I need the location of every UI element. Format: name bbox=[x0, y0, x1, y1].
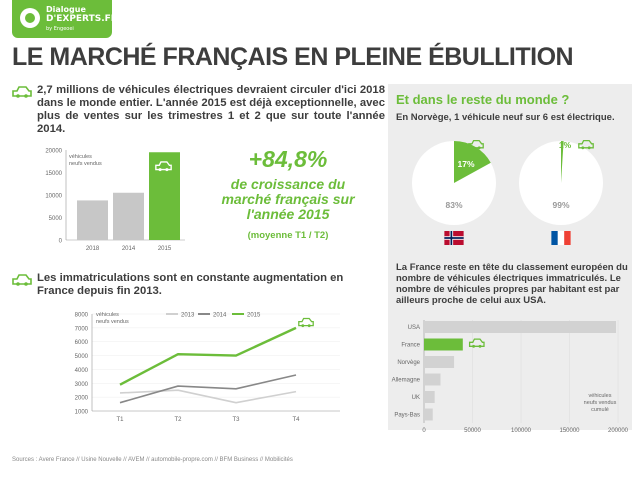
norway-pie-slice-ev bbox=[454, 141, 491, 183]
car-plug-icon bbox=[468, 338, 485, 348]
growth-text: de croissance du marché français sur l'a… bbox=[221, 176, 355, 222]
car-plug-icon bbox=[12, 274, 32, 286]
logo-mark-icon bbox=[20, 8, 40, 28]
legend-label-2013: 2013 bbox=[181, 313, 195, 319]
hbar-category-label: UK bbox=[412, 395, 420, 401]
car-plug-icon bbox=[12, 86, 32, 98]
france-pie-label-rest: 99% bbox=[552, 200, 569, 210]
car-wheel bbox=[471, 146, 475, 150]
hbar-category-label: Allemagne bbox=[392, 378, 421, 384]
sources-footer: Sources : Avere France // Usine Nouvelle… bbox=[12, 457, 293, 463]
bar-chart-y-tick: 20000 bbox=[45, 149, 62, 155]
line-chart-y-tick: 7000 bbox=[75, 326, 89, 332]
intro-text: 2,7 millions de véhicules électriques de… bbox=[37, 84, 385, 135]
bar-chart-y-tick: 15000 bbox=[45, 171, 62, 177]
line-chart-y-tick: 5000 bbox=[75, 354, 89, 360]
car-wheel bbox=[587, 146, 591, 150]
car-wheel bbox=[307, 324, 311, 328]
bar-chart-y-label-line2: neufs vendus bbox=[69, 161, 102, 167]
line-chart-y-tick: 2000 bbox=[75, 396, 89, 402]
bar-chart-y-tick: 0 bbox=[59, 239, 63, 245]
car-wheel bbox=[478, 344, 482, 348]
line-chart-y-tick: 3000 bbox=[75, 382, 89, 388]
norway-flag-icon bbox=[444, 231, 464, 245]
hbar-category-label: USA bbox=[408, 325, 420, 331]
panel-subtitle: En Norvège, 1 véhicule neuf sur 6 est él… bbox=[396, 112, 615, 123]
bar-chart-x-tick: 2015 bbox=[158, 246, 172, 252]
legend-label-2014: 2014 bbox=[213, 313, 227, 319]
line-chart-y-label-line1: véhicules bbox=[96, 312, 119, 318]
hbar-x-tick: 50000 bbox=[464, 428, 481, 434]
car-wheel bbox=[158, 168, 162, 172]
norway-pie-label-ev: 17% bbox=[457, 159, 474, 169]
bar-car-icon-group bbox=[155, 161, 172, 172]
hbar-France bbox=[424, 338, 463, 351]
hbar-label-line3: cumulé bbox=[591, 407, 609, 413]
car-plug-icon bbox=[468, 139, 484, 150]
car-plug-icon bbox=[578, 139, 594, 150]
growth-percent: +84,8% bbox=[248, 146, 328, 172]
line-chart-y-tick: 4000 bbox=[75, 368, 89, 374]
hbar-x-tick: 150000 bbox=[559, 428, 580, 434]
bar-chart-y-label-line1: véhicules bbox=[69, 154, 92, 160]
bar-chart-x-tick: 2018 bbox=[86, 246, 100, 252]
car-wheel bbox=[477, 146, 481, 150]
norway-pie-label-rest: 83% bbox=[445, 200, 462, 210]
logo: Dialogue D'EXPERTS.FR by Engeoei bbox=[12, 0, 118, 38]
bar-2018 bbox=[77, 200, 108, 240]
logo-line3: by Engeoei bbox=[46, 26, 74, 32]
line-chart-x-tick: T2 bbox=[174, 417, 182, 423]
france-pie-slice-ev bbox=[561, 141, 564, 183]
hbar-category-label: Norvège bbox=[397, 360, 420, 366]
panel-title: Et dans le reste du monde ? bbox=[396, 92, 570, 107]
line-chart-x-tick: T3 bbox=[232, 417, 240, 423]
logo-line2: D'EXPERTS.FR bbox=[46, 14, 118, 24]
growth-subtext: (moyenne T1 / T2) bbox=[247, 230, 329, 241]
line-chart-y-label-line2: neufs vendus bbox=[96, 319, 129, 325]
world-panel: Et dans le reste du monde ? En Norvège, … bbox=[388, 84, 632, 430]
car-body bbox=[468, 338, 485, 347]
line-chart-y-tick: 6000 bbox=[75, 340, 89, 346]
line-series-2015 bbox=[119, 326, 297, 386]
bar-chart-y-tick: 10000 bbox=[45, 194, 62, 200]
hbar-Norvège bbox=[424, 356, 455, 368]
line-chart-x-tick: T1 bbox=[116, 417, 124, 423]
france-pie-label-ev: 1% bbox=[559, 140, 572, 150]
panel-text: La France reste en tête du classement eu… bbox=[396, 262, 628, 306]
hbar-x-tick: 0 bbox=[422, 428, 426, 434]
hbar-label-line1: véhicules bbox=[589, 393, 612, 399]
bar-chart-y-tick: 5000 bbox=[49, 216, 63, 222]
line-chart-y-tick: 8000 bbox=[75, 313, 89, 319]
hbar-Pays-Bas bbox=[424, 408, 433, 421]
line-series-2013 bbox=[119, 389, 297, 404]
hbar-x-tick: 100000 bbox=[511, 428, 532, 434]
logo-line1: Dialogue bbox=[46, 5, 86, 14]
hbar-UK bbox=[424, 391, 435, 403]
france-flag-icon bbox=[551, 231, 571, 245]
hbar-USA bbox=[424, 321, 617, 333]
page-title: LE MARCHÉ FRANÇAIS EN PLEINE ÉBULLITION bbox=[12, 43, 574, 71]
hbar-x-tick: 200000 bbox=[608, 428, 629, 434]
bar-2015 bbox=[149, 152, 180, 240]
line-chart-y-tick: 1000 bbox=[75, 410, 89, 416]
section-registrations-text: Les immatriculations sont en constante a… bbox=[37, 272, 344, 297]
hbar-category-label: Pays-Bas bbox=[394, 413, 420, 419]
hbar-Allemagne bbox=[424, 373, 441, 386]
hbar-category-label: France bbox=[401, 343, 420, 349]
car-plug-icon bbox=[298, 317, 314, 328]
line-series-2014 bbox=[119, 374, 297, 404]
car-wheel bbox=[301, 324, 305, 328]
car-wheel bbox=[165, 168, 169, 172]
legend-label-2015: 2015 bbox=[247, 313, 261, 319]
hbar-label-line2: neufs vendus bbox=[584, 400, 617, 406]
line-chart-x-tick: T4 bbox=[292, 417, 300, 423]
bar-chart-x-tick: 2014 bbox=[122, 246, 136, 252]
car-plug-icon bbox=[155, 161, 172, 172]
car-wheel bbox=[581, 146, 585, 150]
bar-2014 bbox=[113, 192, 144, 240]
car-wheel bbox=[472, 344, 476, 348]
